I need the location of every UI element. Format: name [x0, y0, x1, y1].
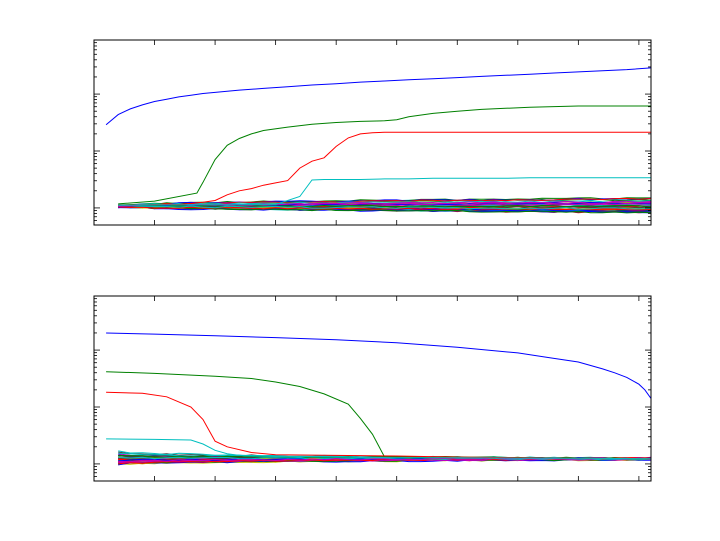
noise-series-line — [118, 205, 651, 210]
series-line-1 — [105, 67, 651, 126]
series-line-3 — [118, 131, 651, 206]
series-line-4 — [118, 177, 651, 206]
top-plot-lines — [105, 67, 651, 214]
top-plot-ticks — [94, 40, 651, 225]
series-line-3 — [106, 391, 651, 460]
series-line-2 — [106, 371, 651, 460]
noise-series-line — [118, 204, 651, 208]
noise-series-line — [118, 206, 651, 211]
bottom-log-plot — [93, 295, 652, 482]
bottom-plot-ticks — [94, 296, 651, 481]
top-log-plot — [93, 39, 652, 226]
series-line-1 — [106, 332, 651, 399]
bottom-plot-lines — [106, 332, 651, 466]
noise-series-line — [118, 456, 651, 463]
series-line-4 — [106, 438, 651, 460]
bottom-plot-frame — [93, 295, 652, 482]
top-plot-frame — [93, 39, 652, 226]
series-line-2 — [118, 105, 651, 205]
